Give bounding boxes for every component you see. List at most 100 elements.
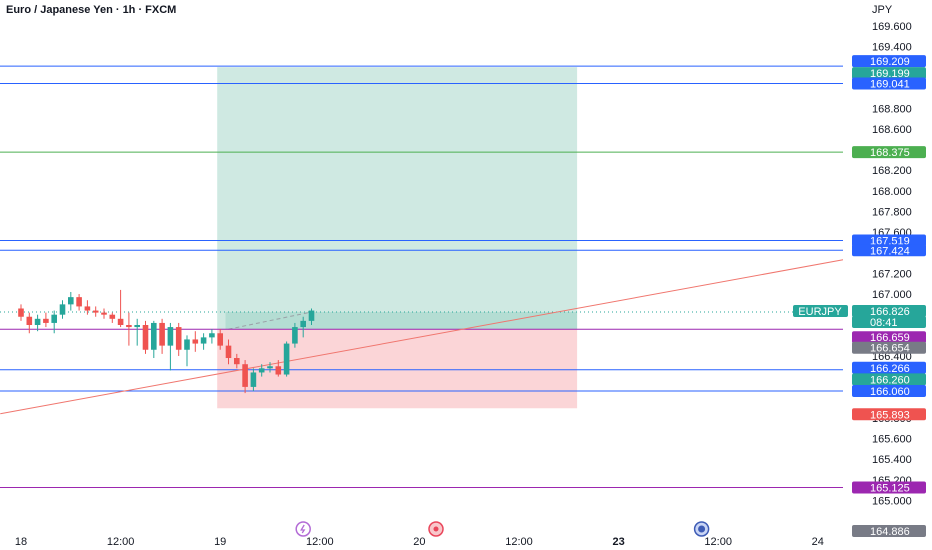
price-axis[interactable]: 169.600 169.400 168.800 168.600 168.200 168.0… [793, 0, 932, 550]
horizontal-lines-layer[interactable] [0, 65, 843, 488]
price-badge[interactable]: 165.893 [852, 408, 926, 421]
candle[interactable] [134, 318, 140, 346]
price-badge[interactable]: 08:41 [852, 316, 926, 329]
price-badge-label: 08:41 [870, 317, 898, 329]
candle[interactable] [184, 335, 190, 367]
candle-body [283, 343, 290, 375]
candle[interactable] [250, 368, 257, 392]
lightning-icon[interactable] [295, 521, 311, 537]
candle[interactable] [159, 318, 165, 354]
price-badge-bg [852, 77, 926, 90]
candle-body [101, 312, 107, 315]
candle[interactable] [200, 333, 207, 350]
price-badge[interactable]: 166.659 [852, 331, 926, 344]
time-tick-label: 19 [214, 536, 226, 548]
candle-body [250, 372, 257, 387]
candle-body [26, 316, 33, 325]
candle-body [59, 304, 66, 315]
price-badge-label: 166.060 [870, 386, 910, 398]
candle-body [258, 368, 265, 373]
candle-body [134, 325, 140, 328]
price-badge-label: 165.125 [870, 483, 910, 495]
price-badge[interactable]: 167.424 [852, 244, 926, 257]
price-tick-label: 169.400 [872, 41, 912, 53]
candle[interactable] [101, 308, 107, 319]
candle[interactable] [192, 331, 199, 352]
candle[interactable] [43, 312, 49, 328]
candle[interactable] [117, 289, 124, 328]
events-layer[interactable] [295, 521, 710, 537]
profit-zone[interactable] [217, 67, 578, 330]
candle-body [242, 364, 248, 387]
time-tick-label: 12:00 [505, 536, 533, 548]
candle[interactable] [92, 306, 99, 317]
candle[interactable] [258, 364, 265, 377]
candle[interactable] [242, 360, 248, 394]
price-badge[interactable]: 166.654 [852, 341, 926, 355]
candle[interactable] [51, 310, 57, 334]
price-badge[interactable]: 168.375 [852, 146, 926, 159]
price-badge[interactable]: 165.125 [852, 481, 926, 495]
price-tick-label: 169.600 [872, 21, 912, 33]
candle[interactable] [76, 294, 82, 311]
target-icon-dot [433, 526, 439, 532]
candle[interactable] [234, 353, 240, 369]
price-badge[interactable]: 166.260 [852, 373, 926, 386]
candle[interactable] [68, 291, 74, 311]
candle-body [200, 337, 207, 344]
candle[interactable] [126, 312, 132, 346]
price-badge[interactable]: 166.826 [852, 305, 926, 318]
candle[interactable] [217, 329, 223, 350]
candle[interactable] [84, 300, 91, 315]
candle[interactable] [275, 360, 282, 377]
trendline-layer[interactable] [0, 250, 893, 415]
position-tool-layer[interactable] [217, 67, 578, 409]
candle-body [109, 314, 116, 319]
candle[interactable] [109, 312, 116, 323]
symbol-badge[interactable]: EURJPY [793, 305, 848, 318]
candle[interactable] [142, 320, 149, 354]
price-badge[interactable]: 166.266 [852, 361, 926, 375]
candle[interactable] [34, 314, 41, 332]
position-connector [228, 311, 312, 330]
price-badge-label: 166.659 [870, 332, 910, 344]
candle[interactable] [167, 322, 174, 371]
candle[interactable] [175, 322, 182, 356]
price-badge-label: 166.826 [870, 306, 910, 318]
candle[interactable] [18, 304, 24, 321]
candle[interactable] [283, 341, 290, 377]
candle[interactable] [300, 316, 306, 338]
candle[interactable] [209, 329, 215, 344]
candle[interactable] [267, 362, 273, 373]
trendline[interactable] [0, 250, 893, 415]
price-badge-bg [852, 67, 926, 80]
candle-body [225, 345, 232, 359]
price-badge[interactable]: 169.041 [852, 77, 926, 90]
price-tick-label: 165.000 [872, 495, 912, 507]
price-tick-label: 168.000 [872, 186, 912, 198]
time-axis[interactable]: 18 12:00 19 12:00 20 12:00 23 12:00 24 [15, 536, 824, 548]
candle[interactable] [225, 339, 232, 365]
price-badge-label: 169.041 [870, 78, 910, 90]
candle-body [217, 333, 223, 346]
price-badge[interactable]: 164.886 [852, 525, 926, 538]
candle-body [292, 327, 298, 344]
candle[interactable] [292, 322, 298, 348]
price-badge[interactable]: 169.199 [852, 67, 926, 80]
candle[interactable] [308, 308, 315, 325]
price-badge-label: 164.886 [870, 526, 910, 538]
globe-icon[interactable] [693, 521, 710, 537]
price-badge[interactable]: 166.060 [852, 385, 926, 398]
candle-body [76, 297, 82, 307]
candle[interactable] [26, 312, 33, 334]
candles-layer[interactable] [18, 289, 315, 394]
chart-title: Euro / Japanese Yen · 1h · FXCM [6, 4, 176, 16]
price-badge[interactable]: 169.209 [852, 55, 926, 68]
candle-body [18, 308, 24, 317]
candle[interactable] [59, 300, 66, 319]
price-badge-bg [852, 373, 926, 386]
candle[interactable] [151, 320, 157, 359]
target-icon[interactable] [428, 521, 444, 537]
